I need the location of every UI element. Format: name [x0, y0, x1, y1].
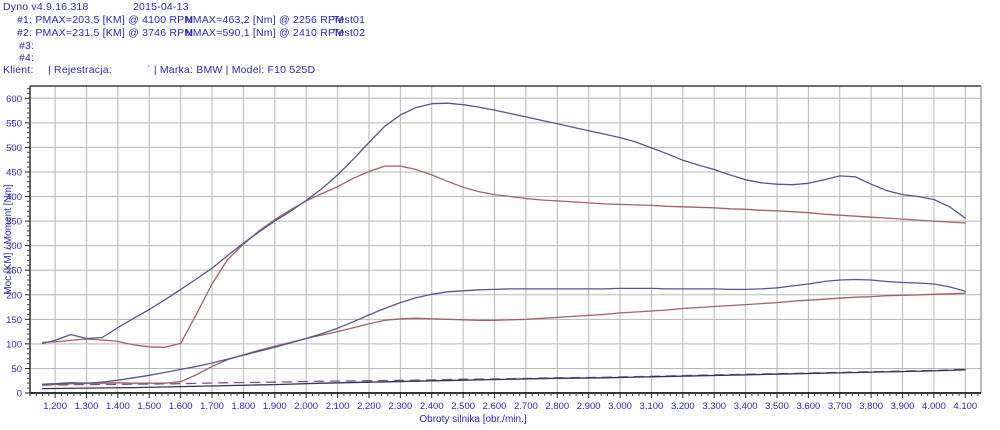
- x-tick-label: 1.500: [137, 401, 161, 412]
- test1-pmax: #1: PMAX=203,5 [KM] @ 4100 RPM: [17, 14, 194, 26]
- registration-label: | Rejestracja:: [48, 64, 112, 76]
- report-date: 2015-04-13: [133, 1, 189, 13]
- x-tick-label: 3.400: [734, 401, 758, 412]
- x-tick-label: 1.700: [200, 401, 224, 412]
- x-tick-label: 3.100: [640, 401, 664, 412]
- x-tick-label: 3.700: [828, 401, 852, 412]
- x-tick-label: 2.000: [294, 401, 318, 412]
- y-tick-label: 150: [6, 315, 22, 326]
- x-tick-label: 3.000: [608, 401, 632, 412]
- x-tick-label: 1.200: [43, 401, 67, 412]
- x-tick-label: 2.800: [545, 401, 569, 412]
- test2-nmax: NMAX=590,1 [Nm] @ 2410 RPM: [185, 27, 345, 39]
- x-tick-label: 3.600: [796, 401, 820, 412]
- test4-slot: #4:: [19, 52, 35, 64]
- x-tick-label: 1.400: [106, 401, 130, 412]
- make-model-label: ` | Marka: BMW | Model: F10 525D: [147, 64, 316, 76]
- y-tick-label: 50: [11, 364, 22, 375]
- x-tick-label: 3.900: [891, 401, 915, 412]
- x-tick-label: 2.400: [420, 401, 444, 412]
- test2-name: Test02: [333, 27, 366, 39]
- series-aux-solid: [41, 369, 966, 390]
- x-tick-label: 3.200: [671, 401, 695, 412]
- y-tick-label: 550: [6, 118, 22, 129]
- client-label: Klient:: [3, 64, 34, 76]
- x-tick-label: 2.900: [577, 401, 601, 412]
- x-tick-label: 1.800: [232, 401, 256, 412]
- series-moc-test01: [41, 292, 966, 386]
- x-tick-label: 3.300: [702, 401, 726, 412]
- y-tick-label: 450: [6, 167, 22, 178]
- x-tick-label: 4.000: [922, 401, 946, 412]
- series-moment-test01: [41, 165, 966, 348]
- y-tick-label: 250: [6, 266, 22, 277]
- y-tick-label: 0: [17, 389, 22, 400]
- test3-slot: #3:: [19, 40, 35, 52]
- y-tick-label: 500: [6, 143, 22, 154]
- x-tick-label: 2.100: [326, 401, 350, 412]
- app-version: Dyno v4.9.16.318: [3, 1, 89, 13]
- y-tick-label: 350: [6, 217, 22, 228]
- x-tick-label: 2.600: [483, 401, 507, 412]
- x-tick-label: 2.200: [357, 401, 381, 412]
- y-tick-label: 600: [6, 94, 22, 105]
- x-tick-label: 3.500: [765, 401, 789, 412]
- x-tick-label: 2.700: [514, 401, 538, 412]
- plot-area: [30, 86, 981, 393]
- series-moc-test02: [41, 278, 966, 385]
- x-tick-label: 4.100: [953, 401, 977, 412]
- y-tick-label: 300: [6, 241, 22, 252]
- test1-name: Test01: [333, 14, 366, 26]
- x-axis-title: Obroty silnika [obr./min.]: [419, 414, 526, 425]
- x-tick-label: 1.900: [263, 401, 287, 412]
- x-tick-label: 3.800: [859, 401, 883, 412]
- test1-nmax: NMAX=463,2 [Nm] @ 2256 RPM: [185, 14, 345, 26]
- y-tick-label: 100: [6, 339, 22, 350]
- y-axis-title: Moc [KM] / Moment [Nm]: [3, 184, 14, 295]
- y-tick-label: 400: [6, 192, 22, 203]
- test2-pmax: #2: PMAX=231,5 [KM] @ 3746 RPM: [17, 27, 194, 39]
- x-tick-label: 2.500: [451, 401, 475, 412]
- x-tick-label: 1.300: [75, 401, 99, 412]
- x-tick-label: 2.300: [388, 401, 412, 412]
- y-tick-label: 200: [6, 290, 22, 301]
- x-tick-label: 1.600: [169, 401, 193, 412]
- series-moment-test02: [41, 102, 966, 345]
